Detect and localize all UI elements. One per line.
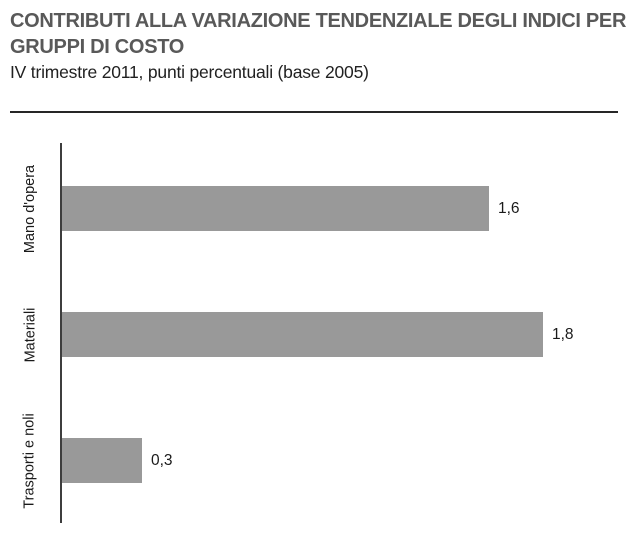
category-label-text: Trasporti e noli [22, 412, 38, 509]
category-label-text: Materiali [22, 307, 39, 362]
bar-value-label: 1,8 [552, 325, 574, 343]
y-axis-line [60, 143, 62, 523]
bar [62, 186, 489, 231]
bar [62, 312, 543, 357]
category-label: Trasporti e noli [4, 413, 56, 508]
bar-value-label: 1,6 [498, 199, 520, 217]
bar [62, 438, 142, 483]
bar-value-label: 0,3 [151, 451, 173, 469]
category-label-text: Mano d'opera [22, 164, 38, 253]
chart-title: CONTRIBUTI ALLA VARIAZIONE TENDENZIALE D… [10, 10, 627, 58]
category-label: Materiali [4, 307, 56, 362]
header-divider [10, 111, 618, 113]
chart-subtitle: IV trimestre 2011, punti percentuali (ba… [10, 62, 369, 82]
chart-header: CONTRIBUTI ALLA VARIAZIONE TENDENZIALE D… [10, 8, 634, 83]
category-label: Mano d'opera [4, 164, 56, 252]
